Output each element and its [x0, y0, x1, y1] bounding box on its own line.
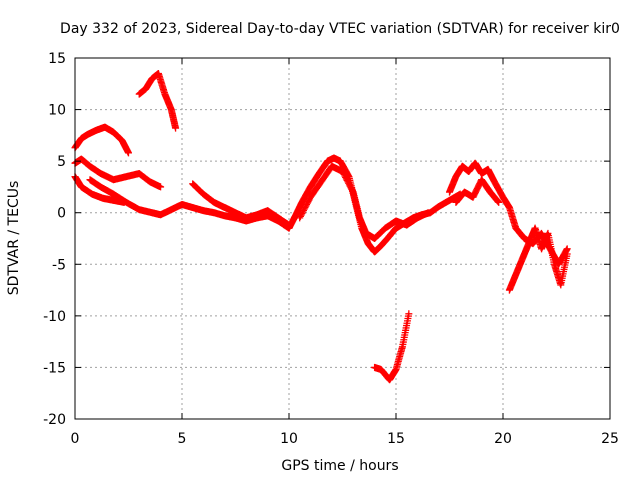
y-axis-label: SDTVAR / TECUs [6, 181, 22, 296]
data-points [71, 69, 571, 384]
data-point [172, 124, 180, 132]
x-axis-label: GPS time / hours [281, 458, 398, 474]
y-tick-label: 0 [57, 206, 66, 222]
series-trace-h [296, 162, 432, 242]
y-tick-label: -20 [43, 412, 66, 428]
x-tick-label: 10 [280, 431, 298, 447]
x-tick-label: 5 [178, 431, 187, 447]
axis-ticks: 0 5 10 15 20 25 -20 -15 -10 -5 0 5 10 15 [43, 51, 619, 447]
series-trace-l [505, 224, 571, 294]
data-point [563, 250, 571, 258]
y-tick-label: -10 [43, 309, 66, 325]
data-point [424, 209, 432, 217]
series-trace-c [71, 173, 128, 206]
y-tick-label: 5 [57, 154, 66, 170]
plot-frame [74, 57, 611, 420]
series-trace-f [135, 69, 180, 132]
y-tick-label: 15 [48, 51, 66, 67]
x-tick-label: 0 [71, 431, 80, 447]
y-tick-label: 10 [48, 103, 66, 119]
x-tick-label: 25 [601, 431, 619, 447]
y-tick-label: -5 [52, 257, 66, 273]
data-point [157, 183, 165, 191]
chart-title: Day 332 of 2023, Sidereal Day-to-day VTE… [60, 21, 620, 37]
data-point [405, 310, 413, 318]
data-point [348, 187, 356, 195]
data-point [495, 198, 503, 206]
series-trace-k [452, 176, 503, 206]
x-tick-label: 20 [494, 431, 512, 447]
series-trace-i [371, 310, 413, 384]
series-trace-e [189, 180, 293, 229]
y-tick-label: -15 [43, 360, 66, 376]
data-point [125, 149, 132, 157]
x-tick-label: 15 [387, 431, 405, 447]
